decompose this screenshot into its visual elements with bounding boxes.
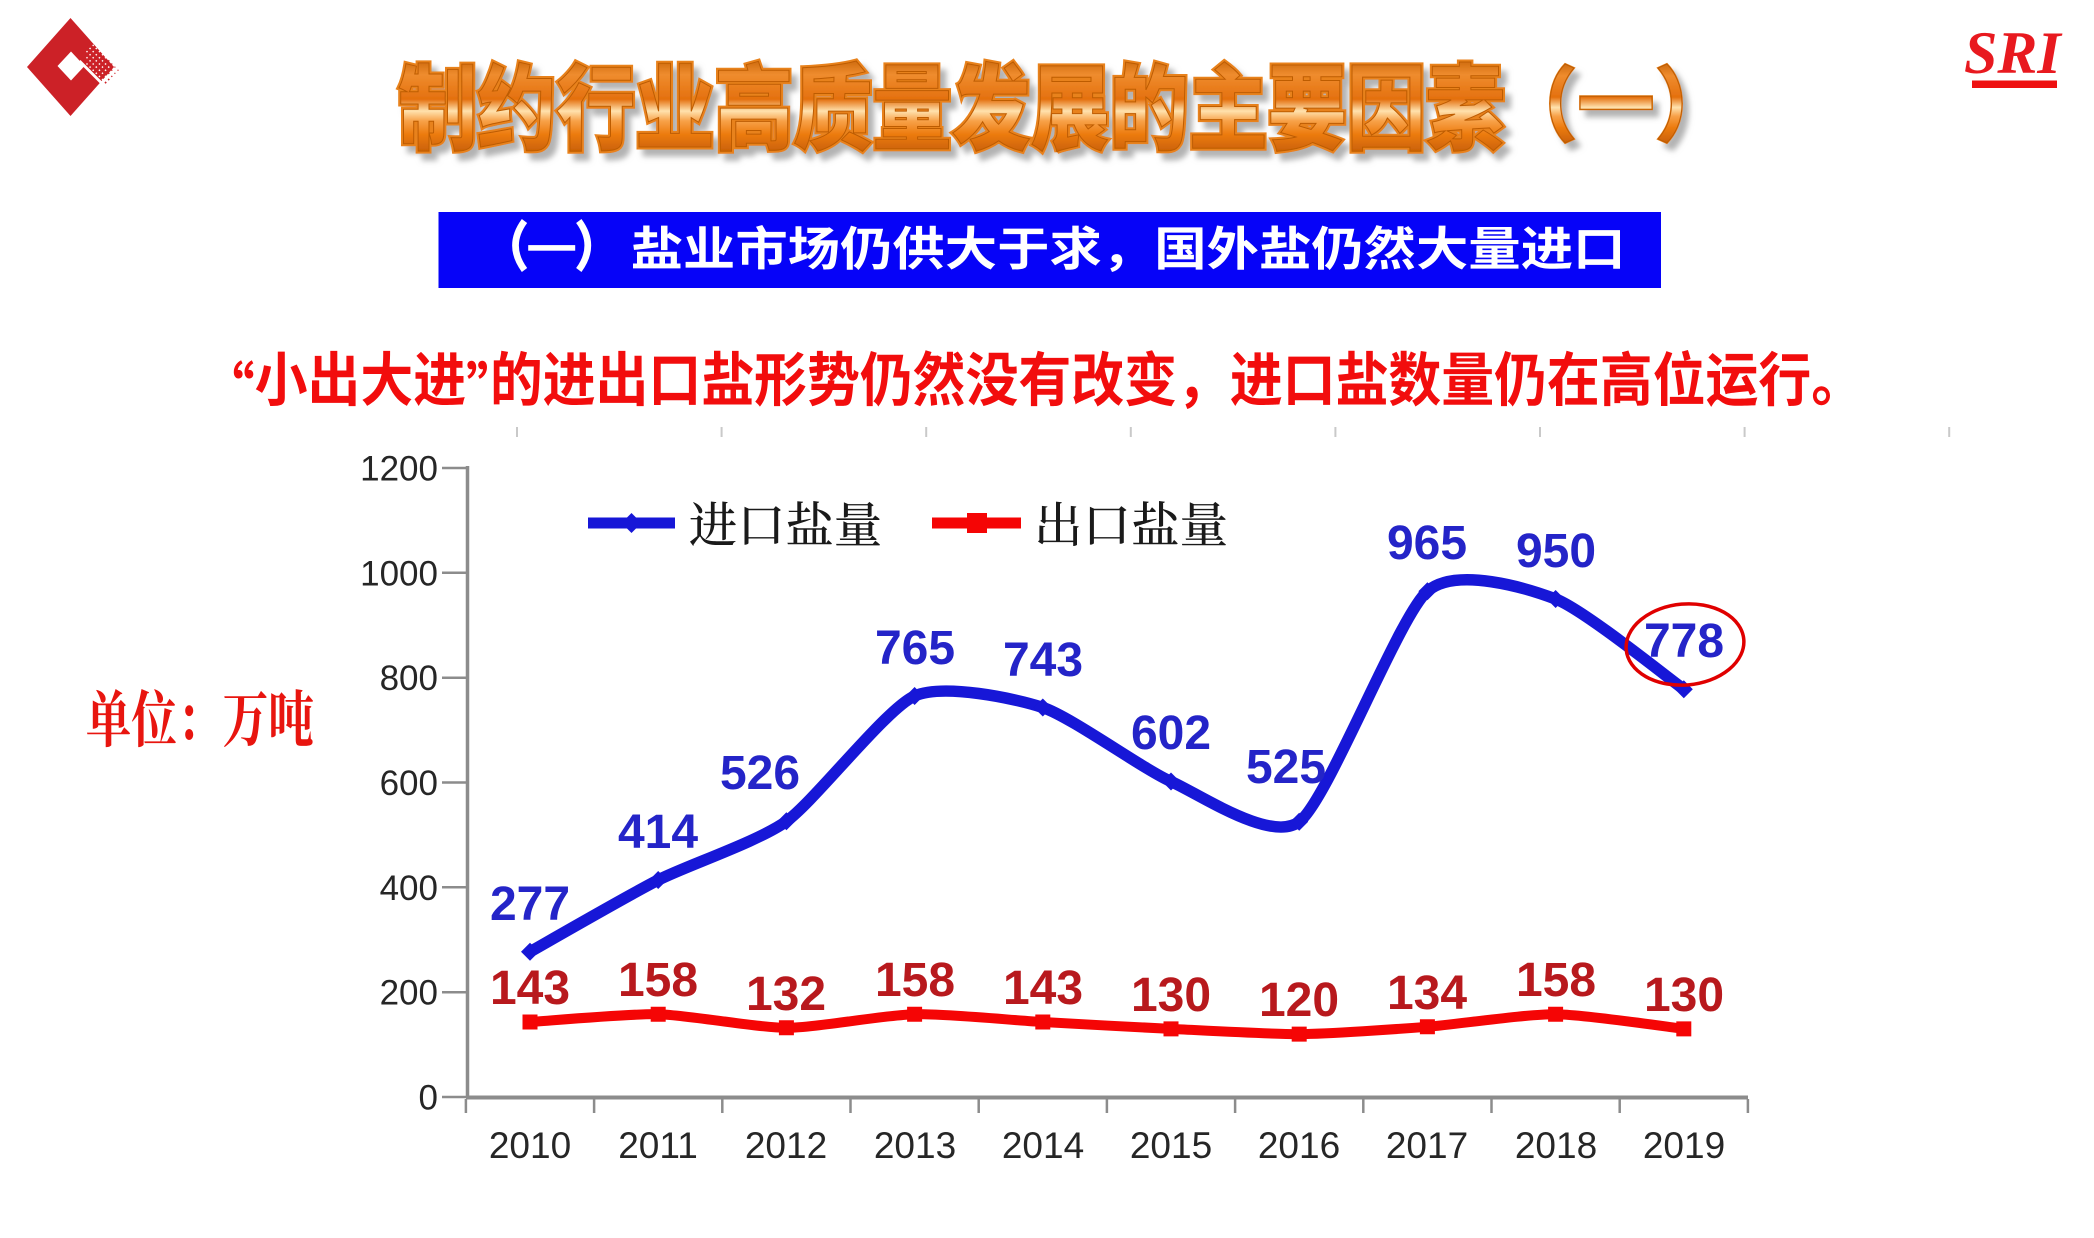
svg-text:143: 143 — [1003, 962, 1083, 1015]
svg-text:1000: 1000 — [360, 554, 438, 593]
svg-text:1200: 1200 — [360, 450, 438, 489]
svg-text:2011: 2011 — [618, 1125, 698, 1166]
svg-text:600: 600 — [380, 764, 438, 803]
svg-text:965: 965 — [1387, 517, 1467, 570]
svg-text:525: 525 — [1246, 741, 1326, 794]
svg-text:400: 400 — [380, 869, 438, 908]
svg-text:2016: 2016 — [1258, 1125, 1340, 1166]
svg-text:800: 800 — [380, 659, 438, 698]
svg-text:2012: 2012 — [745, 1125, 827, 1166]
svg-text:158: 158 — [1516, 954, 1596, 1007]
svg-text:200: 200 — [380, 974, 438, 1013]
svg-text:2017: 2017 — [1386, 1125, 1468, 1166]
svg-text:526: 526 — [720, 747, 800, 800]
svg-text:950: 950 — [1516, 525, 1596, 578]
svg-text:2015: 2015 — [1130, 1125, 1212, 1166]
svg-text:2018: 2018 — [1515, 1125, 1597, 1166]
svg-text:120: 120 — [1259, 974, 1339, 1027]
svg-text:602: 602 — [1131, 707, 1211, 760]
svg-text:158: 158 — [875, 954, 955, 1007]
svg-text:765: 765 — [875, 622, 955, 675]
svg-text:2010: 2010 — [489, 1125, 571, 1166]
svg-text:158: 158 — [618, 954, 698, 1007]
svg-text:SRI: SRI — [1964, 20, 2063, 86]
svg-text:130: 130 — [1644, 969, 1724, 1022]
svg-text:277: 277 — [490, 878, 570, 931]
svg-text:2019: 2019 — [1643, 1125, 1725, 1166]
svg-text:143: 143 — [490, 962, 570, 1015]
svg-text:778: 778 — [1644, 615, 1724, 668]
svg-text:2013: 2013 — [874, 1125, 956, 1166]
svg-text:2014: 2014 — [1002, 1125, 1084, 1166]
svg-text:743: 743 — [1003, 634, 1083, 687]
svg-text:130: 130 — [1131, 969, 1211, 1022]
svg-text:414: 414 — [618, 806, 698, 859]
svg-text:132: 132 — [746, 968, 826, 1021]
svg-text:0: 0 — [419, 1079, 438, 1118]
svg-text:134: 134 — [1387, 967, 1467, 1020]
